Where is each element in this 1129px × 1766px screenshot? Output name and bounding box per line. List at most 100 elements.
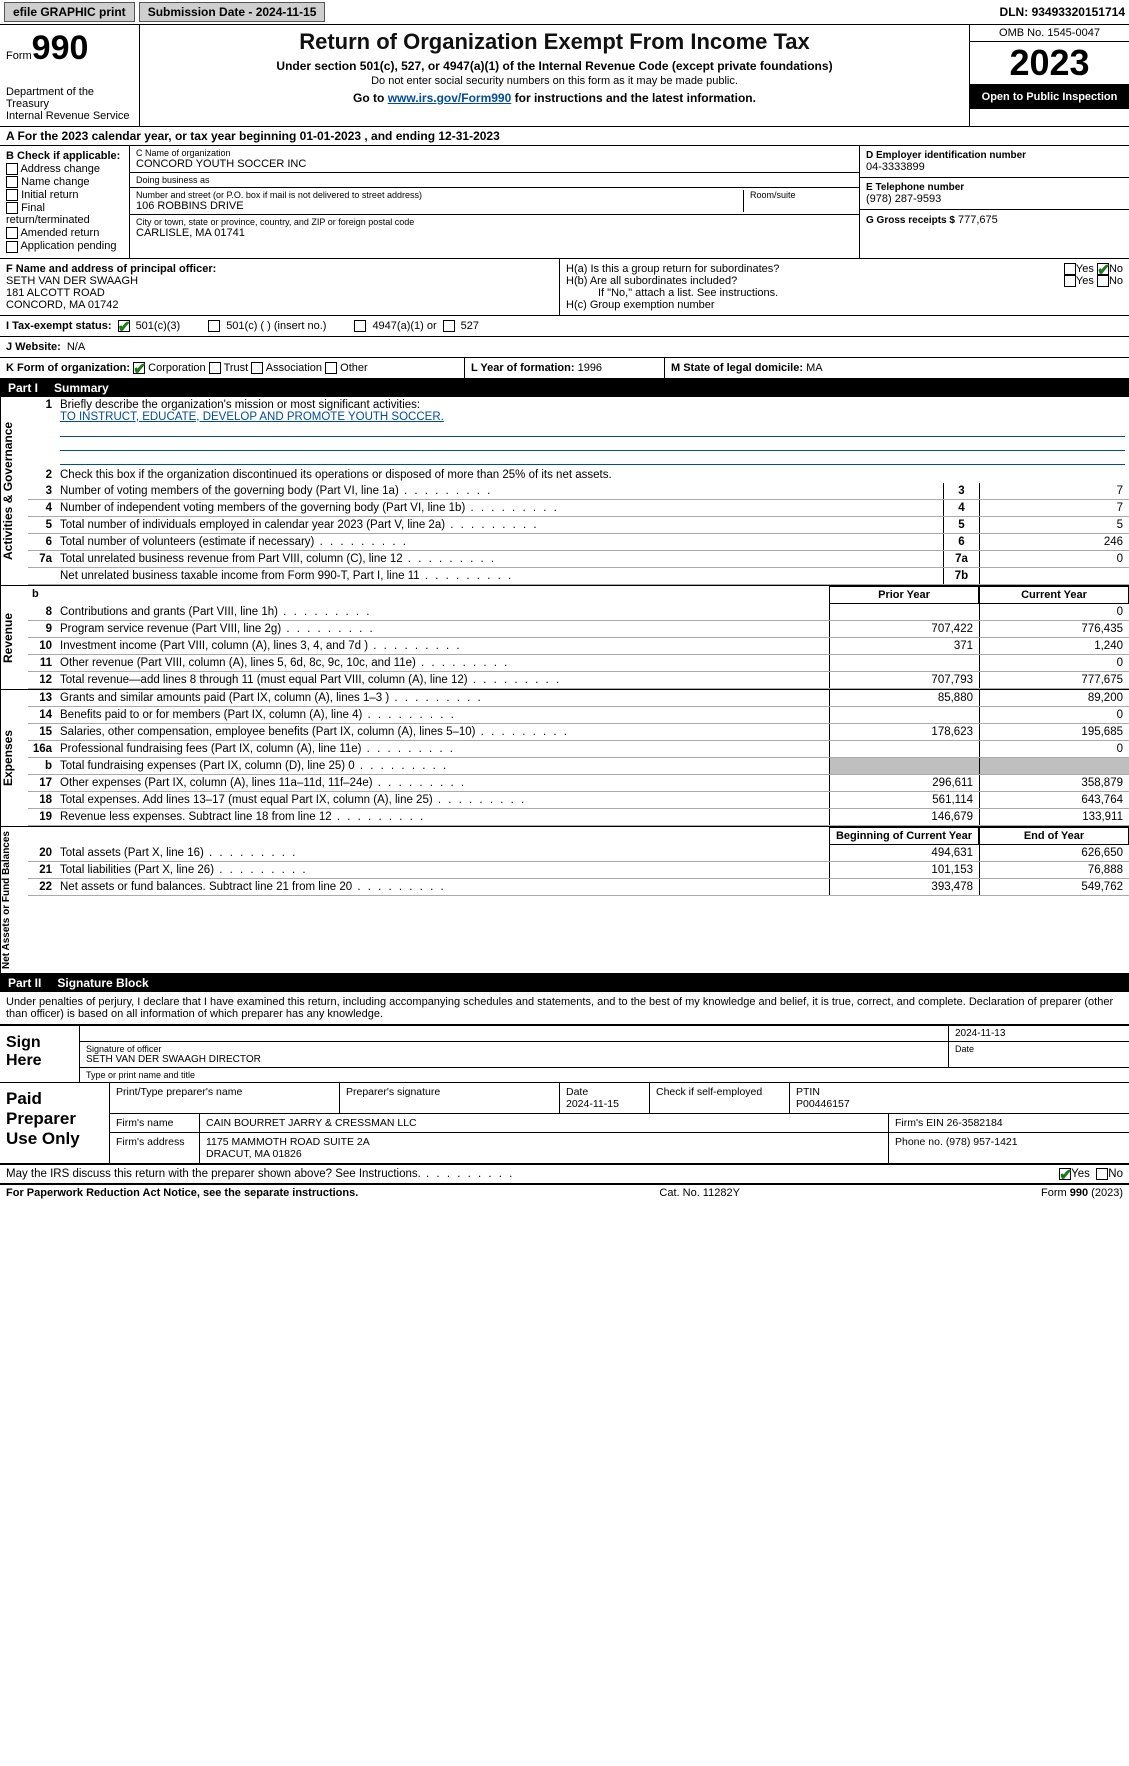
check-4947[interactable] xyxy=(354,320,366,332)
box-c: C Name of organization CONCORD YOUTH SOC… xyxy=(130,146,859,258)
ein: 04-3333899 xyxy=(866,161,1123,173)
submission-date-box: Submission Date - 2024-11-15 xyxy=(139,2,326,22)
org-street: 106 ROBBINS DRIVE xyxy=(136,200,743,212)
box-klm: K Form of organization: Corporation Trus… xyxy=(0,358,1129,379)
block-bcde: B Check if applicable: Address change Na… xyxy=(0,146,1129,259)
firm-address-2: DRACUT, MA 01826 xyxy=(206,1148,882,1160)
header-right: OMB No. 1545-0047 2023 Open to Public In… xyxy=(969,25,1129,126)
box-de: D Employer identification number 04-3333… xyxy=(859,146,1129,258)
year-formation: 1996 xyxy=(578,362,602,374)
discuss-no-checkbox[interactable] xyxy=(1096,1168,1108,1180)
part2-header: Part II Signature Block xyxy=(0,974,1129,992)
firm-name: CAIN BOURRET JARRY & CRESSMAN LLC xyxy=(200,1114,889,1132)
footer: For Paperwork Reduction Act Notice, see … xyxy=(0,1184,1129,1201)
firm-address-1: 1175 MAMMOTH ROAD SUITE 2A xyxy=(206,1136,882,1148)
efile-print-button[interactable]: efile GRAPHIC print xyxy=(4,2,135,22)
mission-text[interactable]: TO INSTRUCT, EDUCATE, DEVELOP AND PROMOT… xyxy=(60,411,444,423)
gov-row: 3Number of voting members of the governi… xyxy=(28,483,1129,500)
section-revenue: Revenue b Prior Year Current Year 8Contr… xyxy=(0,586,1129,690)
data-row: 17Other expenses (Part IX, column (A), l… xyxy=(28,775,1129,792)
officer-name: SETH VAN DER SWAAGH xyxy=(6,275,553,287)
data-row: 9Program service revenue (Part VIII, lin… xyxy=(28,621,1129,638)
topbar: efile GRAPHIC print Submission Date - 20… xyxy=(0,0,1129,25)
data-row: 19Revenue less expenses. Subtract line 1… xyxy=(28,809,1129,826)
telephone: (978) 287-9593 xyxy=(866,193,1123,205)
ptin: P00446157 xyxy=(796,1098,850,1110)
open-inspection: Open to Public Inspection xyxy=(970,85,1129,109)
gov-row: 5Total number of individuals employed in… xyxy=(28,517,1129,534)
gov-row: 4Number of independent voting members of… xyxy=(28,500,1129,517)
check-application-pending[interactable]: Application pending xyxy=(6,240,123,252)
prep-date: 2024-11-15 xyxy=(566,1098,619,1110)
check-initial-return[interactable]: Initial return xyxy=(6,189,123,201)
tax-year: 2023 xyxy=(970,42,1129,85)
data-row: 18Total expenses. Add lines 13–17 (must … xyxy=(28,792,1129,809)
check-trust[interactable] xyxy=(209,362,221,374)
perjury-text: Under penalties of perjury, I declare th… xyxy=(0,992,1129,1024)
preparer-block: Paid Preparer Use Only Print/Type prepar… xyxy=(0,1083,1129,1165)
block-fh: F Name and address of principal officer:… xyxy=(0,259,1129,316)
col-current-year: Current Year xyxy=(979,586,1129,604)
side-netassets: Net Assets or Fund Balances xyxy=(0,827,28,973)
data-row: 22Net assets or fund balances. Subtract … xyxy=(28,879,1129,896)
firm-phone: (978) 957-1421 xyxy=(946,1136,1018,1148)
gov-row: 7aTotal unrelated business revenue from … xyxy=(28,551,1129,568)
col-prior-year: Prior Year xyxy=(829,586,979,604)
data-row: 20Total assets (Part X, line 16)494,6316… xyxy=(28,845,1129,862)
check-amended-return[interactable]: Amended return xyxy=(6,227,123,239)
check-name-change[interactable]: Name change xyxy=(6,176,123,188)
org-name: CONCORD YOUTH SOCCER INC xyxy=(136,158,853,170)
box-j: J Website: N/A xyxy=(0,337,1129,358)
discuss-row: May the IRS discuss this return with the… xyxy=(0,1165,1129,1184)
check-address-change[interactable]: Address change xyxy=(6,163,123,175)
check-final-return[interactable]: Final return/terminated xyxy=(6,202,123,226)
sign-date: 2024-11-13 xyxy=(949,1026,1129,1041)
check-corporation[interactable] xyxy=(133,362,145,374)
website: N/A xyxy=(67,341,85,353)
check-association[interactable] xyxy=(251,362,263,374)
dept-treasury: Department of the Treasury xyxy=(6,86,133,110)
box-h: H(a) Is this a group return for subordin… xyxy=(560,259,1129,315)
discuss-yes-checkbox[interactable] xyxy=(1059,1168,1071,1180)
form-title: Return of Organization Exempt From Incom… xyxy=(148,29,961,55)
gov-row: 6Total number of volunteers (estimate if… xyxy=(28,534,1129,551)
firm-ein: 26-3582184 xyxy=(947,1117,1003,1129)
omb-number: OMB No. 1545-0047 xyxy=(970,25,1129,42)
dln: DLN: 93493320151714 xyxy=(1000,5,1125,19)
form990-link[interactable]: www.irs.gov/Form990 xyxy=(388,91,512,105)
data-row: 15Salaries, other compensation, employee… xyxy=(28,724,1129,741)
h-a-no-checkbox[interactable] xyxy=(1097,263,1109,275)
box-f: F Name and address of principal officer:… xyxy=(0,259,560,315)
section-governance: Activities & Governance 1 Briefly descri… xyxy=(0,397,1129,586)
check-527[interactable] xyxy=(443,320,455,332)
data-row: 16aProfessional fundraising fees (Part I… xyxy=(28,741,1129,758)
org-city: CARLISLE, MA 01741 xyxy=(136,227,853,239)
header-sub1: Under section 501(c), 527, or 4947(a)(1)… xyxy=(148,59,961,73)
data-row: 11Other revenue (Part VIII, column (A), … xyxy=(28,655,1129,672)
header-left: Form990 Department of the Treasury Inter… xyxy=(0,25,140,126)
side-revenue: Revenue xyxy=(0,586,28,689)
form-header: Form990 Department of the Treasury Inter… xyxy=(0,25,1129,127)
data-row: 8Contributions and grants (Part VIII, li… xyxy=(28,604,1129,621)
sign-block: Sign Here 2024-11-13 Signature of office… xyxy=(0,1024,1129,1083)
check-501c[interactable] xyxy=(208,320,220,332)
side-expenses: Expenses xyxy=(0,690,28,826)
col-begin-year: Beginning of Current Year xyxy=(829,827,979,845)
gov-row: Net unrelated business taxable income fr… xyxy=(28,568,1129,585)
box-i: I Tax-exempt status: 501(c)(3) 501(c) ( … xyxy=(0,316,1129,337)
officer-signature-name: SETH VAN DER SWAAGH DIRECTOR xyxy=(86,1054,942,1065)
gross-receipts: 777,675 xyxy=(958,214,998,226)
data-row: 12Total revenue—add lines 8 through 11 (… xyxy=(28,672,1129,689)
data-row: bTotal fundraising expenses (Part IX, co… xyxy=(28,758,1129,775)
state-domicile: MA xyxy=(806,362,823,374)
data-row: 10Investment income (Part VIII, column (… xyxy=(28,638,1129,655)
data-row: 21Total liabilities (Part X, line 26)101… xyxy=(28,862,1129,879)
check-other[interactable] xyxy=(325,362,337,374)
check-501c3[interactable] xyxy=(118,320,130,332)
data-row: 13Grants and similar amounts paid (Part … xyxy=(28,690,1129,707)
header-sub2: Do not enter social security numbers on … xyxy=(148,75,961,87)
header-center: Return of Organization Exempt From Incom… xyxy=(140,25,969,126)
line-a: A For the 2023 calendar year, or tax yea… xyxy=(0,127,1129,146)
side-governance: Activities & Governance xyxy=(0,397,28,585)
irs-label: Internal Revenue Service xyxy=(6,110,133,122)
